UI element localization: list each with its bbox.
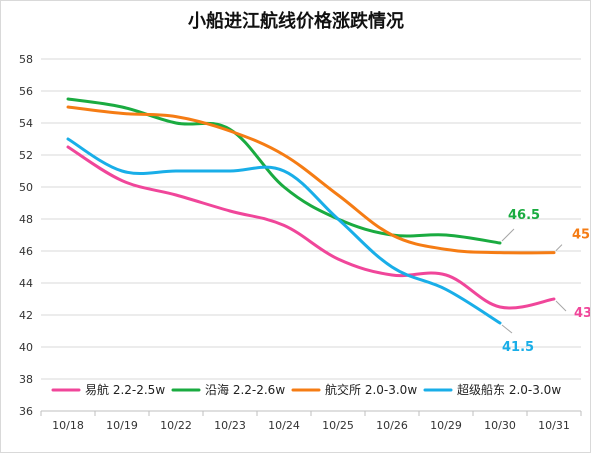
series-line [66, 105, 556, 255]
data-label-leader [555, 300, 567, 312]
y-tick-label: 38 [19, 373, 33, 386]
y-tick-label: 36 [19, 405, 33, 418]
y-tick-label: 56 [19, 85, 33, 98]
x-tick-label: 10/18 [52, 419, 84, 432]
data-label: 46.5 [508, 208, 540, 223]
label-layer: 43 46.5 45.9 41.5 [501, 208, 590, 355]
x-tick-label: 10/25 [322, 419, 354, 432]
legend-label: 航交所 2.0-3.0w [325, 382, 417, 397]
data-label: 45.9 [572, 228, 590, 243]
series-line [66, 97, 502, 245]
grid-layer [41, 58, 581, 412]
y-tick-label: 50 [19, 181, 33, 194]
x-tick-label: 10/22 [160, 419, 192, 432]
data-label-leader [501, 324, 513, 334]
data-label-leader [501, 228, 515, 242]
y-tick-label: 42 [19, 309, 33, 322]
series-line [66, 137, 502, 325]
data-label: 41.5 [502, 340, 534, 355]
axis-layer: 36 38 40 42 44 46 48 50 52 54 56 58 10/18 10/19 10/22 1… [19, 53, 582, 432]
x-tick-label: 10/30 [484, 419, 516, 432]
x-tick-label: 10/24 [268, 419, 300, 432]
x-tick-label: 10/26 [376, 419, 408, 432]
y-tick-label: 54 [19, 117, 33, 130]
chart-title: 小船进江航线价格涨跌情况 [188, 10, 404, 32]
y-tick-label: 52 [19, 149, 33, 162]
y-tick-label: 48 [19, 213, 33, 226]
y-tick-label: 40 [19, 341, 33, 354]
series-layer [66, 97, 556, 325]
y-tick-label: 58 [19, 53, 33, 66]
legend-label: 沿海 2.2-2.6w [205, 382, 285, 397]
series-line [66, 145, 556, 310]
legend-label: 易航 2.2-2.5w [85, 382, 165, 397]
data-label: 43 [574, 306, 590, 321]
data-label-leader [555, 244, 563, 251]
y-tick-label: 44 [19, 277, 33, 290]
x-tick-label: 10/29 [430, 419, 462, 432]
x-tick-label: 10/19 [106, 419, 138, 432]
legend-label: 超级船东 2.0-3.0w [457, 382, 561, 397]
x-tick-label: 10/23 [214, 419, 246, 432]
legend: 易航 2.2-2.5w 沿海 2.2-2.6w 航交所 2.0-3.0w 超级船东 2… [51, 382, 561, 397]
y-tick-label: 46 [19, 245, 33, 258]
x-tick-label: 10/31 [538, 419, 570, 432]
